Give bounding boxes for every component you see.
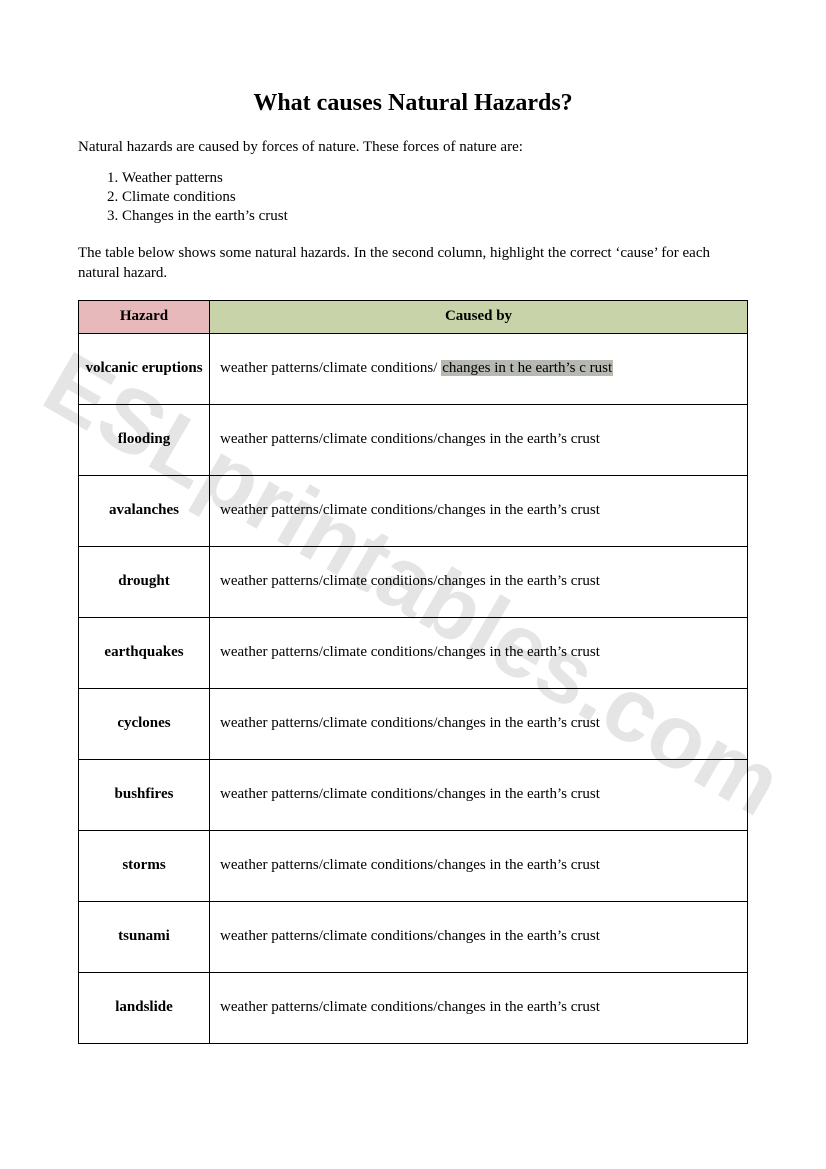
table-row: landslide weather patterns/climate condit…: [79, 972, 748, 1043]
instructions-paragraph: The table below shows some natural hazar…: [78, 243, 748, 284]
list-item: Climate conditions: [122, 189, 748, 206]
cause-text: weather patterns/climate conditions/chan…: [220, 431, 600, 447]
cause-cell: weather patterns/climate conditions/chan…: [210, 759, 748, 830]
table-row: earthquakes weather patterns/climate cond…: [79, 617, 748, 688]
table-row: tsunami weather patterns/climate conditio…: [79, 901, 748, 972]
hazard-cell: flooding: [79, 404, 210, 475]
cause-cell: weather patterns/climate conditions/ cha…: [210, 333, 748, 404]
cause-text: weather patterns/climate conditions/chan…: [220, 786, 600, 802]
intro-paragraph: Natural hazards are caused by forces of …: [78, 139, 748, 156]
cause-cell: weather patterns/climate conditions/chan…: [210, 617, 748, 688]
cause-text: weather patterns/climate conditions/chan…: [220, 573, 600, 589]
hazard-cell: avalanches: [79, 475, 210, 546]
cause-text: weather patterns/climate conditions/chan…: [220, 857, 600, 873]
cause-cell: weather patterns/climate conditions/chan…: [210, 688, 748, 759]
table-row: cyclones weather patterns/climate conditi…: [79, 688, 748, 759]
forces-list: Weather patterns Climate conditions Chan…: [78, 170, 748, 225]
cause-cell: weather patterns/climate conditions/chan…: [210, 972, 748, 1043]
list-item: Changes in the earth’s crust: [122, 208, 748, 225]
cause-cell: weather patterns/climate conditions/chan…: [210, 475, 748, 546]
table-body: volcanic eruptionsweather patterns/clima…: [79, 333, 748, 1043]
cause-text: weather patterns/climate conditions/chan…: [220, 502, 600, 518]
hazards-table: Hazard Caused by volcanic eruptionsweath…: [78, 300, 748, 1044]
hazard-cell: cyclones: [79, 688, 210, 759]
highlighted-cause: changes in t he earth’s c rust: [441, 360, 613, 376]
hazard-cell: storms: [79, 830, 210, 901]
cause-text: weather patterns/climate conditions/chan…: [220, 928, 600, 944]
cause-text: weather patterns/climate conditions/chan…: [220, 999, 600, 1015]
list-item: Weather patterns: [122, 170, 748, 187]
hazard-cell: bushfires: [79, 759, 210, 830]
cause-cell: weather patterns/climate conditions/chan…: [210, 546, 748, 617]
header-cause: Caused by: [210, 300, 748, 333]
header-hazard: Hazard: [79, 300, 210, 333]
hazard-cell: tsunami: [79, 901, 210, 972]
table-row: flooding weather patterns/climate conditi…: [79, 404, 748, 475]
cause-text: weather patterns/climate conditions/chan…: [220, 715, 600, 731]
table-header-row: Hazard Caused by: [79, 300, 748, 333]
cause-cell: weather patterns/climate conditions/chan…: [210, 830, 748, 901]
cause-cell: weather patterns/climate conditions/chan…: [210, 404, 748, 475]
hazard-cell: earthquakes: [79, 617, 210, 688]
cause-text: weather patterns/climate conditions/: [220, 360, 441, 376]
page-title: What causes Natural Hazards?: [78, 90, 748, 117]
table-row: avalanches weather patterns/climate condi…: [79, 475, 748, 546]
hazard-cell: landslide: [79, 972, 210, 1043]
table-row: drought weather patterns/climate conditio…: [79, 546, 748, 617]
table-row: storms weather patterns/climate condition…: [79, 830, 748, 901]
cause-cell: weather patterns/climate conditions/chan…: [210, 901, 748, 972]
hazard-cell: volcanic eruptions: [79, 333, 210, 404]
cause-text: weather patterns/climate conditions/chan…: [220, 644, 600, 660]
table-row: bushfires weather patterns/climate condit…: [79, 759, 748, 830]
document-page: What causes Natural Hazards? Natural haz…: [0, 0, 826, 1169]
hazard-cell: drought: [79, 546, 210, 617]
table-row: volcanic eruptionsweather patterns/clima…: [79, 333, 748, 404]
